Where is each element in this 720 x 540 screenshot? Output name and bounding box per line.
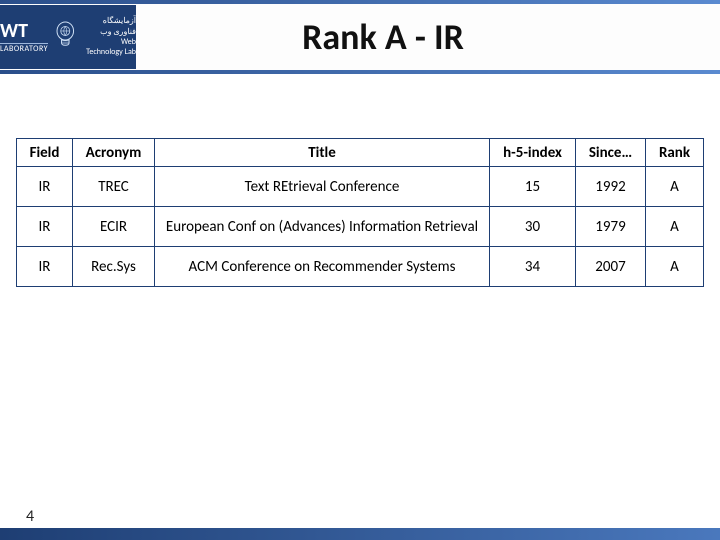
page-number: 4 xyxy=(26,507,34,526)
logo-fa-block: آزمایشگاه فناوری وب Web Technology Lab xyxy=(83,16,136,58)
cell-rank: A xyxy=(646,167,704,207)
cell-since: 1992 xyxy=(576,167,646,207)
cell-rank: A xyxy=(646,247,704,287)
col-header-field: Field xyxy=(17,139,73,167)
col-header-since: Since… xyxy=(576,139,646,167)
cell-acronym: TREC xyxy=(73,167,155,207)
logo-secondary: LABORATORY xyxy=(0,44,48,54)
logo-fa-line2: Web Technology Lab xyxy=(83,37,136,58)
table-row: IR Rec.Sys ACM Conference on Recommender… xyxy=(17,247,704,287)
col-header-title: Title xyxy=(155,139,490,167)
bulb-icon xyxy=(54,15,77,59)
cell-acronym: ECIR xyxy=(73,207,155,247)
logo-primary: WT xyxy=(0,21,48,44)
cell-acronym: Rec.Sys xyxy=(73,247,155,287)
logo-fa-line1: آزمایشگاه فناوری وب xyxy=(83,16,136,37)
cell-field: IR xyxy=(17,167,73,207)
header-band: WT LABORATORY آزمایشگاه فناوری وب Web Te… xyxy=(0,0,720,74)
table-row: IR TREC Text REtrieval Conference 15 199… xyxy=(17,167,704,207)
cell-h5: 30 xyxy=(490,207,576,247)
col-header-acronym: Acronym xyxy=(73,139,155,167)
cell-title: ACM Conference on Recommender Systems xyxy=(155,247,490,287)
table-row: IR ECIR European Conf on (Advances) Info… xyxy=(17,207,704,247)
cell-rank: A xyxy=(646,207,704,247)
cell-since: 2007 xyxy=(576,247,646,287)
rank-table: Field Acronym Title h-5-index Since… Ran… xyxy=(16,138,704,287)
footer-bar xyxy=(0,528,720,540)
cell-h5: 15 xyxy=(490,167,576,207)
cell-field: IR xyxy=(17,247,73,287)
cell-title: Text REtrieval Conference xyxy=(155,167,490,207)
table-header-row: Field Acronym Title h-5-index Since… Ran… xyxy=(17,139,704,167)
slide-title: Rank A - IR xyxy=(136,15,720,59)
cell-title: European Conf on (Advances) Information … xyxy=(155,207,490,247)
cell-field: IR xyxy=(17,207,73,247)
lab-logo: WT LABORATORY آزمایشگاه فناوری وب Web Te… xyxy=(0,5,136,69)
cell-since: 1979 xyxy=(576,207,646,247)
col-header-h5: h-5-index xyxy=(490,139,576,167)
conference-table: Field Acronym Title h-5-index Since… Ran… xyxy=(16,138,704,287)
logo-text-block: WT LABORATORY xyxy=(0,21,48,54)
cell-h5: 34 xyxy=(490,247,576,287)
col-header-rank: Rank xyxy=(646,139,704,167)
